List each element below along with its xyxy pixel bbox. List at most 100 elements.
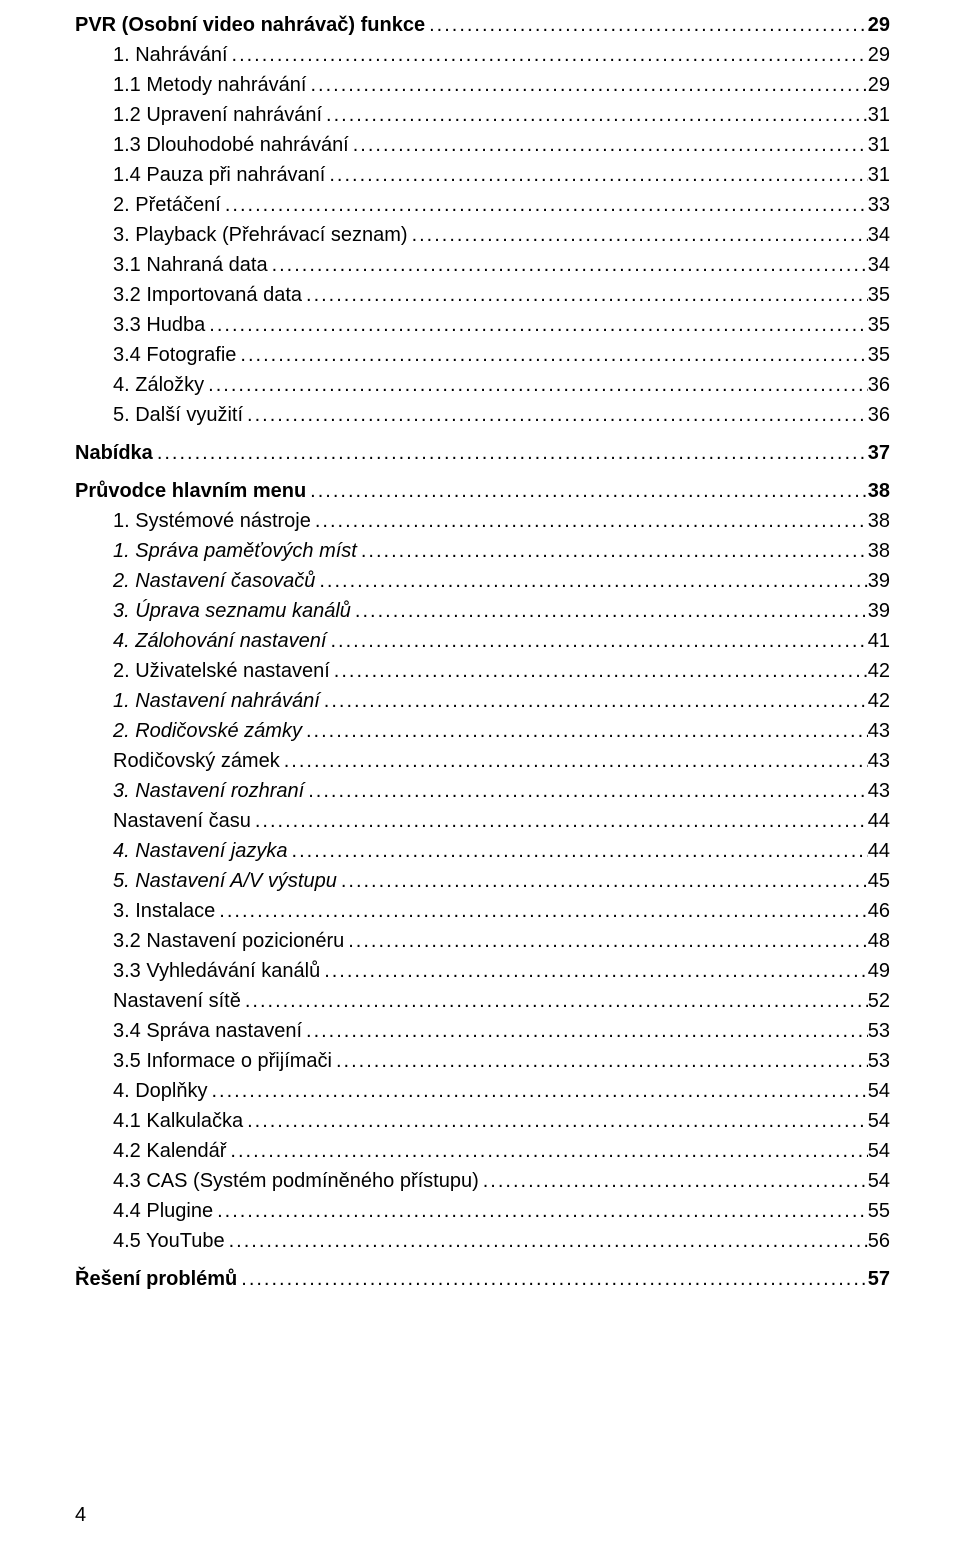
toc-entry: Nastavení času 44	[75, 806, 890, 836]
toc-entry: Rodičovský zámek 43	[75, 746, 890, 776]
toc-entry-label: 4.2 Kalendář	[75, 1136, 226, 1166]
toc-leader-dots	[225, 1226, 868, 1256]
toc-leader-dots	[315, 566, 867, 596]
toc-entry-page: 35	[868, 340, 890, 370]
toc-leader-dots	[325, 160, 867, 190]
toc-entry-page: 54	[868, 1106, 890, 1136]
toc-leader-dots	[241, 986, 868, 1016]
toc-entry-page: 31	[868, 160, 890, 190]
toc-entry-label: 4.1 Kalkulačka	[75, 1106, 243, 1136]
toc-entry: 5. Další využití36	[75, 400, 890, 430]
toc-entry-page: 43	[868, 776, 890, 806]
toc-leader-dots	[302, 716, 868, 746]
toc-entry-label: 3.4 Fotografie	[75, 340, 236, 370]
toc-entry: 1.2 Upravení nahrávání31	[75, 100, 890, 130]
toc-entry: 5. Nastavení A/V výstupu45	[75, 866, 890, 896]
toc-entry-page: 29	[868, 10, 890, 40]
toc-entry-page: 53	[868, 1016, 890, 1046]
toc-leader-dots	[280, 746, 868, 776]
toc-leader-dots	[243, 400, 868, 430]
toc-entry-label: Nastavení času	[75, 806, 251, 836]
toc-leader-dots	[351, 596, 868, 626]
toc-entry: 3.2 Nastavení pozicionéru48	[75, 926, 890, 956]
toc-leader-dots	[320, 956, 868, 986]
toc-leader-dots	[332, 1046, 868, 1076]
toc-entry: 1. Nastavení nahrávání42	[75, 686, 890, 716]
toc-leader-dots	[302, 1016, 868, 1046]
toc-entry: 4.5 YouTube56	[75, 1226, 890, 1256]
toc-entry-label: 5. Další využití	[75, 400, 243, 430]
toc-entry-page: 49	[868, 956, 890, 986]
toc-entry: 3.5 Informace o přijímači53	[75, 1046, 890, 1076]
toc-leader-dots	[208, 1076, 868, 1106]
toc-leader-dots	[326, 626, 867, 656]
toc-entry-label: 4.3 CAS (Systém podmíněného přístupu)	[75, 1166, 479, 1196]
toc-entry: 1. Správa paměťových míst38	[75, 536, 890, 566]
toc-entry: 3.3 Vyhledávání kanálů 49	[75, 956, 890, 986]
toc-entry-label: 1. Nastavení nahrávání	[75, 686, 320, 716]
toc-leader-dots	[205, 310, 867, 340]
toc-entry-label: Nabídka	[75, 438, 153, 468]
toc-entry: 2. Rodičovské zámky43	[75, 716, 890, 746]
toc-entry-page: 34	[868, 220, 890, 250]
toc-entry-label: 2. Rodičovské zámky	[75, 716, 302, 746]
toc-entry-page: 43	[868, 746, 890, 776]
toc-entry-page: 52	[868, 986, 890, 1016]
toc-entry-label: 1.1 Metody nahrávání	[75, 70, 306, 100]
toc-entry-label: 2. Nastavení časovačů	[75, 566, 315, 596]
toc-entry: 2. Přetáčení33	[75, 190, 890, 220]
toc-entry-page: 54	[868, 1136, 890, 1166]
toc-leader-dots	[153, 438, 868, 468]
toc-entry-page: 34	[868, 250, 890, 280]
toc-entry-label: 3.3 Vyhledávání kanálů	[75, 956, 320, 986]
toc-entry-label: 4.4 Plugine	[75, 1196, 213, 1226]
toc-entry: 1. Systémové nástroje38	[75, 506, 890, 536]
toc-entry-label: 4. Nastavení jazyka	[75, 836, 288, 866]
toc-entry-label: 3.1 Nahraná data	[75, 250, 268, 280]
toc-entry-label: 3. Úprava seznamu kanálů	[75, 596, 351, 626]
toc-leader-dots	[251, 806, 868, 836]
toc-leader-dots	[213, 1196, 868, 1226]
toc-entry-page: 38	[868, 476, 890, 506]
toc-entry-label: 3. Nastavení rozhraní	[75, 776, 304, 806]
toc-leader-dots	[306, 70, 867, 100]
toc-entry-page: 29	[868, 70, 890, 100]
toc-leader-dots	[330, 656, 868, 686]
toc-entry-label: 1.3 Dlouhodobé nahrávání	[75, 130, 349, 160]
toc-entry-label: Rodičovský zámek	[75, 746, 280, 776]
toc-entry-page: 53	[868, 1046, 890, 1076]
toc-leader-dots	[237, 1264, 867, 1294]
toc-entry-page: 55	[868, 1196, 890, 1226]
toc-entry-page: 37	[868, 438, 890, 468]
toc-entry: 3. Instalace46	[75, 896, 890, 926]
toc-entry-page: 35	[868, 310, 890, 340]
toc-entry-page: 33	[868, 190, 890, 220]
toc-leader-dots	[268, 250, 868, 280]
toc-entry-label: 1.2 Upravení nahrávání	[75, 100, 322, 130]
toc-entry-page: 44	[868, 806, 890, 836]
toc-entry-label: 5. Nastavení A/V výstupu	[75, 866, 337, 896]
toc-entry-page: 31	[868, 130, 890, 160]
toc-entry: 1.4 Pauza při nahrávaní31	[75, 160, 890, 190]
toc-leader-dots	[204, 370, 868, 400]
toc-leader-dots	[357, 536, 868, 566]
toc-leader-dots	[288, 836, 868, 866]
toc-entry: 3.4 Správa nastavení53	[75, 1016, 890, 1046]
toc-entry-label: 3.2 Importovaná data	[75, 280, 302, 310]
toc-entry: 4.2 Kalendář 54	[75, 1136, 890, 1166]
toc-entry-label: 2. Uživatelské nastavení	[75, 656, 330, 686]
toc-entry-page: 41	[868, 626, 890, 656]
toc-entry: 4. Zálohování nastavení41	[75, 626, 890, 656]
toc-entry: 4. Nastavení jazyka44	[75, 836, 890, 866]
toc-entry: Průvodce hlavním menu38	[75, 476, 890, 506]
toc-entry: PVR (Osobní video nahrávač) funkce29	[75, 10, 890, 40]
toc-entry: 4.1 Kalkulačka 54	[75, 1106, 890, 1136]
toc-entry: 4.4 Plugine 55	[75, 1196, 890, 1226]
toc-leader-dots	[311, 506, 868, 536]
toc-entry-page: 36	[868, 370, 890, 400]
toc-leader-dots	[243, 1106, 868, 1136]
toc-leader-dots	[408, 220, 868, 250]
toc-entry-page: 54	[868, 1076, 890, 1106]
toc-entry-label: 4. Doplňky	[75, 1076, 208, 1106]
toc-entry-label: Řešení problémů	[75, 1264, 237, 1294]
